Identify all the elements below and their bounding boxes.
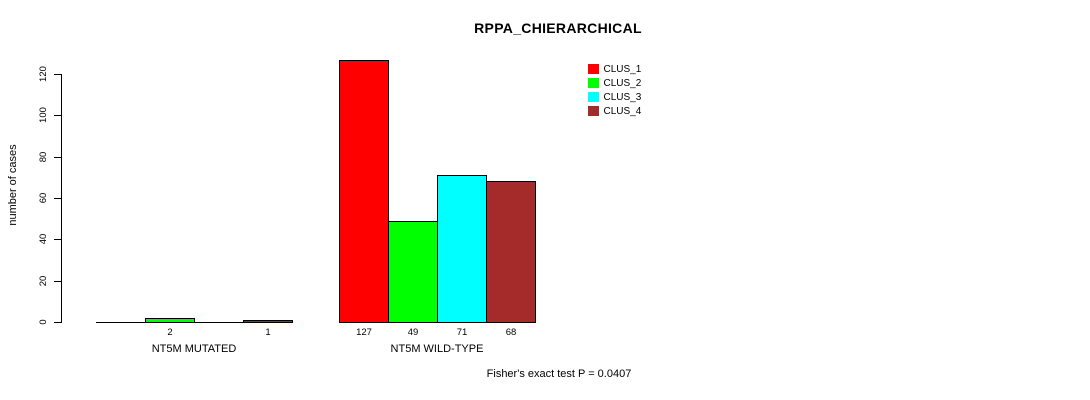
- y-tick-label: 0: [37, 319, 49, 325]
- legend-row: CLUS_2: [588, 76, 641, 90]
- bar-value-label: 68: [505, 327, 517, 338]
- legend-label: CLUS_3: [603, 91, 642, 103]
- legend-row: CLUS_1: [588, 62, 641, 76]
- stats-annotation: Fisher's exact test P = 0.0407: [486, 368, 632, 380]
- legend-swatch-clus-2: [588, 77, 599, 89]
- bar-zero-clus_1-group0: [96, 322, 146, 323]
- bar-value-label: 71: [456, 327, 468, 338]
- bar-clus_2-group0: [145, 318, 195, 323]
- bar-value-label: 127: [356, 327, 372, 338]
- y-tick-mark: [54, 198, 61, 199]
- y-axis-label: number of cases: [7, 144, 19, 226]
- legend-row: CLUS_4: [588, 104, 641, 118]
- y-tick-label: 80: [37, 151, 49, 163]
- y-tick-mark: [54, 239, 61, 240]
- bar-clus_4-group1: [486, 181, 536, 323]
- y-tick-label: 100: [37, 107, 49, 123]
- y-tick-label: 120: [37, 66, 49, 82]
- x-group-label-mutated: NT5M MUTATED: [151, 343, 237, 355]
- y-tick-mark: [54, 322, 61, 323]
- y-tick-label: 40: [37, 233, 49, 245]
- legend-swatch-clus-3: [588, 91, 599, 103]
- y-tick-label: 60: [37, 192, 49, 204]
- legend-swatch-clus-1: [588, 63, 599, 75]
- bar-value-label: 1: [265, 327, 271, 338]
- chart-title: RPPA_CHIERARCHICAL: [474, 20, 642, 36]
- legend-label: CLUS_1: [603, 63, 642, 75]
- legend-row: CLUS_3: [588, 90, 641, 104]
- legend-label: CLUS_4: [603, 105, 642, 117]
- bar-clus_4-group0: [243, 320, 293, 323]
- y-tick-label: 20: [37, 275, 49, 287]
- bar-value-label: 2: [167, 327, 173, 338]
- x-group-label-wild-type: NT5M WILD-TYPE: [390, 343, 484, 355]
- y-tick-mark: [54, 74, 61, 75]
- bar-clus_3-group1: [437, 175, 487, 323]
- bar-clus_1-group1: [339, 60, 389, 323]
- y-tick-mark: [54, 281, 61, 282]
- y-axis-line: [61, 74, 62, 323]
- bar-zero-clus_3-group0: [194, 322, 244, 323]
- bar-value-label: 49: [407, 327, 419, 338]
- legend: CLUS_1 CLUS_2 CLUS_3 CLUS_4: [588, 62, 641, 118]
- y-tick-mark: [54, 157, 61, 158]
- y-tick-mark: [54, 115, 61, 116]
- legend-swatch-clus-4: [588, 105, 599, 117]
- bar-clus_2-group1: [388, 221, 438, 323]
- legend-label: CLUS_2: [603, 77, 642, 89]
